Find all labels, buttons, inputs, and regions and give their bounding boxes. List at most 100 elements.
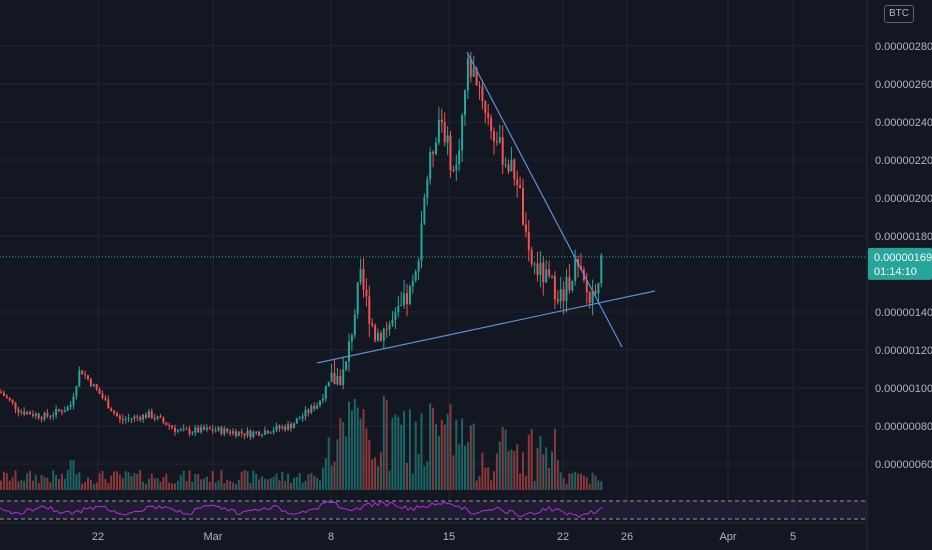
- volume-bar: [426, 461, 429, 490]
- candle-body: [87, 375, 89, 380]
- volume-bar: [66, 470, 69, 490]
- candle-body: [504, 164, 507, 166]
- volume-bar: [287, 473, 290, 490]
- volume-bar: [307, 474, 310, 490]
- volume-bar: [391, 417, 394, 490]
- volume-bar: [411, 473, 414, 490]
- candle-body: [551, 275, 553, 277]
- candle-body: [545, 269, 548, 283]
- volume-bar: [582, 475, 585, 490]
- volume-bar: [136, 473, 139, 490]
- volume-bar: [571, 473, 574, 490]
- candle-body: [321, 398, 324, 401]
- volume-bar: [98, 473, 101, 490]
- candle-body: [495, 141, 498, 143]
- volume-bar: [295, 477, 298, 490]
- volume-bar: [8, 480, 11, 490]
- volume-bar: [162, 476, 165, 490]
- volume-bar: [165, 473, 168, 490]
- volume-bar: [194, 474, 197, 490]
- candle-body: [92, 384, 95, 387]
- candle-body: [466, 58, 469, 91]
- volume-bar: [240, 471, 243, 490]
- candle-body: [324, 386, 327, 399]
- candle-body: [565, 277, 568, 301]
- candle-body: [553, 275, 556, 300]
- volume-bar: [142, 481, 145, 490]
- candle-body: [136, 416, 139, 418]
- volume-bar: [92, 483, 95, 490]
- candle-body: [481, 86, 484, 102]
- trendlines[interactable]: [316, 51, 656, 364]
- volume-bar: [362, 409, 365, 490]
- candle-body: [452, 169, 455, 171]
- volume-bar: [26, 473, 29, 490]
- candle-body: [252, 431, 255, 438]
- volume-bar: [446, 414, 449, 490]
- candle-body: [133, 416, 136, 419]
- candle-body: [464, 90, 466, 116]
- currency-badge[interactable]: BTC: [884, 5, 914, 23]
- volume-bar: [458, 444, 461, 490]
- volume-bar: [594, 475, 597, 490]
- volume-bar: [58, 478, 60, 490]
- time-axis[interactable]: 22 Mar 8 15 22 26 Apr 5: [0, 522, 867, 543]
- volume-bar: [577, 473, 580, 490]
- candle-body: [188, 429, 191, 434]
- volume-bar: [365, 428, 368, 490]
- volume-bar: [89, 479, 92, 490]
- volume-bar: [150, 473, 153, 490]
- candle-body: [179, 429, 182, 431]
- price-axis[interactable]: 0.00000280 0.00000260 0.00000240 0.00000220…: [866, 0, 932, 550]
- volume-bar: [263, 479, 266, 490]
- volume-bar: [208, 482, 211, 490]
- candle-body: [301, 416, 304, 419]
- candle-body: [171, 425, 174, 428]
- volume-bar: [81, 483, 84, 490]
- candle-body: [536, 263, 539, 275]
- volume-bar: [214, 482, 217, 490]
- volume-bar: [127, 472, 130, 490]
- candle-body: [443, 122, 446, 143]
- volume-bar: [249, 483, 252, 490]
- volume-bar: [182, 470, 185, 490]
- candle-body: [510, 160, 513, 172]
- volume-bar: [153, 478, 156, 490]
- volume-bar: [469, 425, 472, 490]
- volume-bar: [374, 457, 377, 490]
- volume-bar: [574, 471, 577, 490]
- volume-bar: [156, 478, 159, 490]
- candle-body: [524, 224, 527, 232]
- candle-body: [200, 426, 203, 433]
- volume-bar: [31, 480, 34, 490]
- price-tick-label: 0.00000200: [875, 193, 932, 205]
- candle-body: [527, 231, 530, 251]
- volume-bar: [382, 396, 385, 490]
- volume-bar: [356, 407, 359, 490]
- candlesticks: [0, 51, 603, 440]
- candle-body: [406, 293, 408, 304]
- candle-body: [449, 135, 452, 170]
- candle-body: [597, 283, 600, 294]
- candle-body: [153, 418, 156, 420]
- volume-bar: [319, 480, 321, 490]
- candle-body: [353, 314, 356, 336]
- volume-bar: [562, 478, 565, 490]
- candle-body: [435, 142, 437, 154]
- candle-body: [307, 409, 310, 413]
- candle-body: [455, 164, 458, 171]
- time-tick-label: 8: [328, 531, 334, 543]
- volume-bar: [591, 472, 594, 490]
- candle-body: [113, 411, 116, 414]
- candle-body: [234, 431, 237, 436]
- volume-bar: [548, 467, 551, 490]
- volume-bar: [261, 476, 263, 490]
- candle-body: [382, 328, 385, 341]
- volume-bar: [504, 429, 507, 490]
- volume-bar: [551, 451, 553, 490]
- volume-bar: [484, 467, 487, 490]
- candle-body: [316, 405, 319, 409]
- candle-body: [400, 305, 403, 307]
- candle-body: [490, 117, 493, 132]
